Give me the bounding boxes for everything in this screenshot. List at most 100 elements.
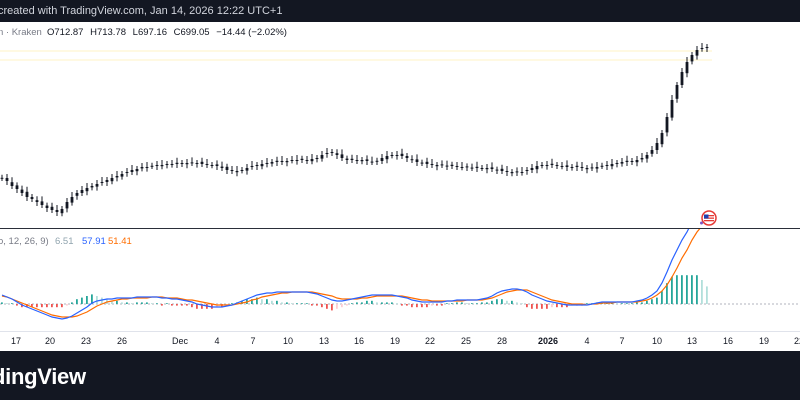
histogram-bar xyxy=(241,300,243,304)
attribution-bar: created with TradingView.com, Jan 14, 20… xyxy=(0,0,800,22)
time-axis-label: 17 xyxy=(10,336,22,346)
histogram-bar xyxy=(96,296,98,304)
candle xyxy=(670,100,674,118)
histogram-bar xyxy=(86,296,88,304)
close-value: C699.05 xyxy=(173,27,210,38)
candle xyxy=(470,167,474,169)
histogram-bar xyxy=(401,304,403,306)
candle xyxy=(130,170,134,172)
histogram-bar xyxy=(531,304,533,309)
candle xyxy=(325,153,329,154)
histogram-bar xyxy=(116,300,118,304)
histogram-bar xyxy=(586,303,588,304)
candle xyxy=(475,166,479,168)
candle xyxy=(135,169,139,172)
candle xyxy=(230,170,234,171)
macd-histogram xyxy=(1,275,708,311)
candle xyxy=(190,162,194,164)
histogram-bar xyxy=(196,304,198,309)
histogram-bar xyxy=(216,304,218,308)
high-value: H713.78 xyxy=(90,27,127,38)
macd-chart[interactable] xyxy=(0,229,800,331)
candle xyxy=(435,165,439,167)
candle xyxy=(265,163,269,164)
candle xyxy=(575,165,579,167)
candle xyxy=(680,72,684,85)
histogram-bar xyxy=(446,303,448,304)
candle xyxy=(105,180,109,182)
candle xyxy=(595,167,599,169)
time-axis[interactable]: 17 20 23 26 Dec 4 7 10 13 16 19 22 25 28 2026 4 7 10 13 16 1… xyxy=(0,332,800,350)
histogram-bar xyxy=(546,304,548,309)
candles-group xyxy=(0,43,709,217)
candle xyxy=(425,161,429,164)
candle xyxy=(200,161,204,164)
candle xyxy=(155,165,159,166)
candle xyxy=(285,161,289,163)
histogram-bar xyxy=(411,304,413,308)
candle xyxy=(690,55,694,62)
histogram-bar xyxy=(31,304,33,308)
candle xyxy=(95,184,99,187)
candle xyxy=(630,161,634,162)
candle xyxy=(85,188,89,192)
candle xyxy=(410,159,414,161)
candle xyxy=(555,165,559,166)
candle xyxy=(580,167,584,168)
histogram-bar xyxy=(1,302,3,304)
time-axis-label: 13 xyxy=(318,336,330,346)
us-flag-event-icon[interactable] xyxy=(700,210,718,226)
candle xyxy=(545,165,549,166)
candle xyxy=(225,166,229,170)
candle xyxy=(400,153,404,156)
histogram-bar xyxy=(91,294,93,304)
histogram-bar xyxy=(121,302,123,304)
candle xyxy=(695,50,699,56)
candle xyxy=(415,159,419,162)
candle xyxy=(55,210,59,212)
candle xyxy=(380,158,384,161)
candle xyxy=(100,182,104,183)
time-axis-label: 7 xyxy=(619,336,625,346)
histogram-bar xyxy=(681,275,683,304)
time-axis-label: 19 xyxy=(758,336,770,346)
candle xyxy=(315,158,319,159)
pane-divider[interactable] xyxy=(0,228,800,229)
price-chart[interactable] xyxy=(0,22,800,228)
histogram-bar xyxy=(146,302,148,304)
candle xyxy=(20,189,24,193)
candle xyxy=(280,161,284,162)
histogram-bar xyxy=(706,286,708,304)
macd-params: o, 12, 26, 9) xyxy=(0,236,49,247)
candle xyxy=(520,172,524,173)
candle xyxy=(430,164,434,165)
macd-line xyxy=(1,229,690,320)
histogram-bar xyxy=(426,304,428,308)
candle xyxy=(615,163,619,164)
histogram-bar xyxy=(511,300,513,304)
candle xyxy=(185,163,189,165)
candle xyxy=(0,177,4,179)
candle xyxy=(375,160,379,162)
candle xyxy=(70,197,74,203)
candle xyxy=(420,162,424,164)
brand-logo-text: dingView xyxy=(0,364,86,389)
histogram-bar xyxy=(126,302,128,304)
candle xyxy=(645,155,649,159)
histogram-bar xyxy=(406,304,408,306)
candle xyxy=(590,167,594,169)
candle xyxy=(180,163,184,164)
histogram-bar xyxy=(56,304,58,308)
candle xyxy=(90,186,94,188)
candle xyxy=(260,164,264,167)
histogram-bar xyxy=(161,304,163,306)
candle xyxy=(350,158,354,160)
histogram-bar xyxy=(276,300,278,304)
histogram-bar xyxy=(676,275,678,304)
candle xyxy=(640,158,644,160)
histogram-bar xyxy=(291,303,293,304)
candle xyxy=(115,176,119,178)
time-axis-label: 20 xyxy=(44,336,56,346)
candle xyxy=(655,143,659,150)
histogram-bar xyxy=(66,304,68,306)
